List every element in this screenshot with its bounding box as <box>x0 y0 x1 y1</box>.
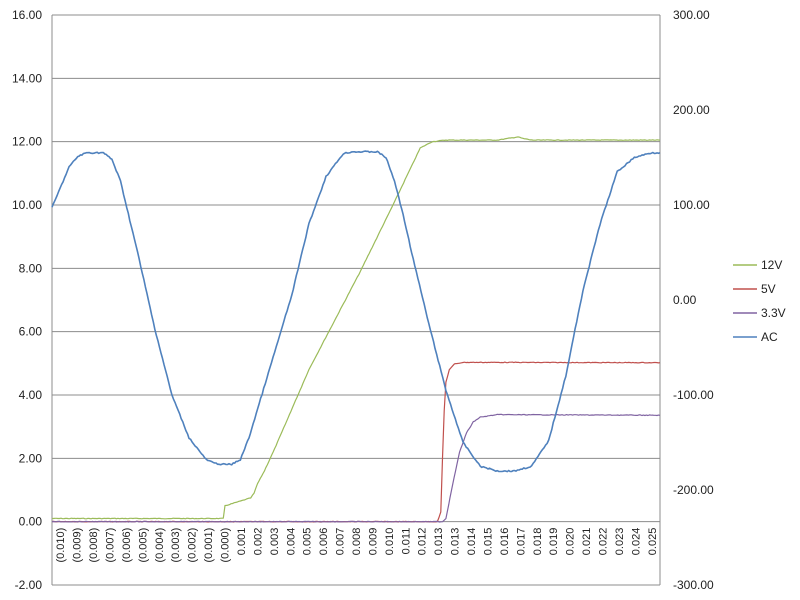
y-left-tick-label: 14.00 <box>12 71 42 85</box>
x-tick-label: 0.013 <box>433 528 445 556</box>
x-tick-label: (0.005) <box>137 528 149 563</box>
y-left-tick-label: 2.00 <box>19 451 43 465</box>
x-tick-label: 0.003 <box>269 528 281 556</box>
x-tick-label: (0.008) <box>88 528 100 563</box>
series-line-3-3v <box>51 413 661 523</box>
y-right-tick-label: -300.00 <box>673 578 714 592</box>
x-tick-label: (0.006) <box>121 528 133 563</box>
series-line-ac <box>51 150 661 473</box>
x-tick-label: 0.018 <box>532 528 544 556</box>
y-right-tick-label: 300.00 <box>673 8 710 22</box>
y-left-tick-label: 8.00 <box>19 261 43 275</box>
x-tick-label: 0.007 <box>335 528 347 556</box>
x-tick-label: 0.006 <box>318 528 330 556</box>
y-right-tick-label: -100.00 <box>673 388 714 402</box>
y-right-tick-label: -200.00 <box>673 483 714 497</box>
x-tick-label: (0.007) <box>105 528 117 563</box>
x-tick-label: (0.010) <box>55 528 67 563</box>
x-tick-label: 0.022 <box>597 528 609 556</box>
x-tick-label: 0.014 <box>466 528 478 556</box>
series-line-12v <box>52 136 661 520</box>
x-tick-label: 0.021 <box>581 528 593 556</box>
legend: 12V 5V 3.3V AC <box>733 258 786 344</box>
legend-label: 12V <box>761 258 782 272</box>
x-tick-label: 0.024 <box>630 528 642 556</box>
series-lines <box>51 136 661 523</box>
y-left-tick-label: 16.00 <box>12 8 42 22</box>
y-left-tick-label: -2.00 <box>15 578 43 592</box>
y-left-tick-label: 10.00 <box>12 198 42 212</box>
x-tick-label: 0.016 <box>499 528 511 556</box>
legend-label: 5V <box>761 282 776 296</box>
x-tick-label: 0.019 <box>548 528 560 556</box>
x-tick-label: 0.001 <box>236 528 248 556</box>
x-tick-label: (0.001) <box>203 528 215 563</box>
x-tick-label: (0.009) <box>72 528 84 563</box>
x-tick-label: (0.003) <box>170 528 182 563</box>
x-tick-label: 0.020 <box>565 528 577 556</box>
x-tick-label: (0.002) <box>187 528 199 563</box>
y-left-tick-label: 6.00 <box>19 325 43 339</box>
x-tick-label: 0.015 <box>482 528 494 556</box>
legend-label: 3.3V <box>761 306 786 320</box>
x-tick-label: 0.017 <box>515 528 527 556</box>
x-tick-label: 0.009 <box>367 528 379 556</box>
x-tick-label: 0.023 <box>614 528 626 556</box>
y-left-tick-label: 4.00 <box>19 388 43 402</box>
y-right-tick-label: 100.00 <box>673 198 710 212</box>
x-tick-label: 0.005 <box>302 528 314 556</box>
x-tick-label: (0.000) <box>220 528 232 563</box>
y-left-tick-label: 0.00 <box>19 515 43 529</box>
y-left-tick-label: 12.00 <box>12 135 42 149</box>
legend-label: AC <box>761 330 778 344</box>
y-right-tick-label: 0.00 <box>673 293 697 307</box>
x-tick-label: 0.025 <box>647 528 659 556</box>
axes: 16.00 14.00 12.00 10.00 8.00 6.00 4.00 2.00 0.00… <box>12 8 714 592</box>
y-right-tick-label: 200.00 <box>673 103 710 117</box>
x-tick-label: (0.004) <box>154 528 166 563</box>
x-tick-label: 0.012 <box>417 528 429 556</box>
x-tick-label: 0.004 <box>285 528 297 556</box>
x-tick-label: 0.002 <box>252 528 264 556</box>
x-tick-label: 0.010 <box>384 528 396 556</box>
x-tick-label: 0.013 <box>450 528 462 556</box>
x-tick-label: 0.011 <box>400 528 412 555</box>
x-tick-label: 0.008 <box>351 528 363 556</box>
